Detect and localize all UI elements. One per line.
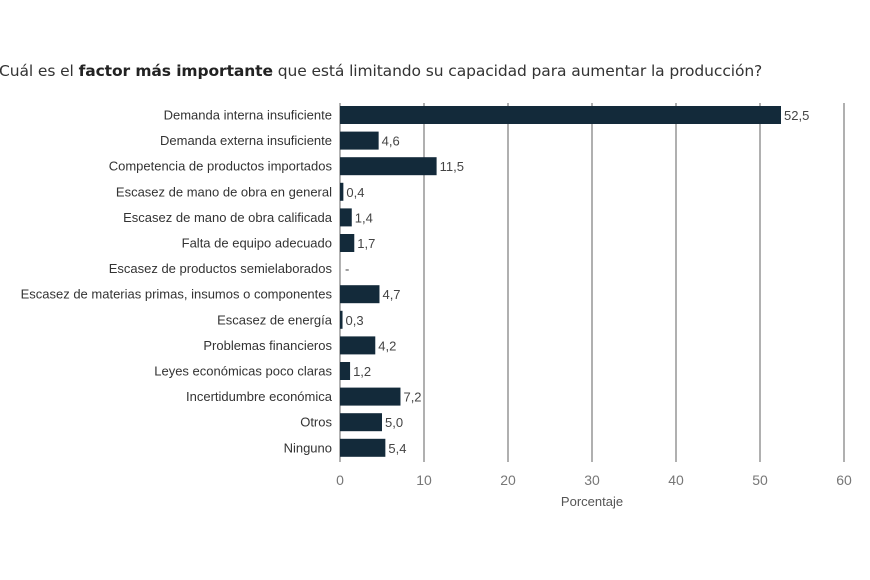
data-label: 4,7 [382, 287, 400, 302]
category-label: Otros [300, 415, 332, 430]
category-label: Escasez de energía [217, 312, 333, 327]
data-label: 1,4 [355, 210, 373, 225]
bar [340, 310, 343, 329]
data-label: 52,5 [784, 108, 809, 123]
bar [340, 362, 351, 380]
x-tick-label: 0 [336, 472, 344, 488]
data-label: 1,2 [353, 364, 371, 379]
x-tick-label: 40 [668, 472, 684, 488]
category-label: Problemas financieros [203, 338, 332, 353]
bar [340, 157, 437, 176]
bar [340, 285, 380, 304]
category-label: Ninguno [284, 440, 332, 455]
x-tick-label: 30 [584, 472, 600, 488]
title-pre: Cuál es el [0, 62, 79, 80]
category-label: Leyes económicas poco claras [154, 364, 332, 379]
category-label: Demanda interna insuficiente [164, 108, 332, 123]
x-tick-label: 60 [836, 472, 852, 488]
bar [340, 106, 781, 124]
bar [340, 234, 355, 252]
data-label: 11,5 [440, 159, 464, 174]
bar [340, 387, 401, 406]
title-bold: factor más importante [78, 62, 273, 80]
x-tick-label: 20 [500, 472, 516, 488]
category-label: Falta de equipo adecuado [182, 236, 332, 251]
data-label: 4,6 [382, 134, 400, 149]
category-label: Incertidumbre económica [186, 389, 333, 404]
category-label: Escasez de mano de obra en general [116, 184, 332, 199]
data-label: 4,2 [378, 338, 396, 353]
x-tick-label: 50 [752, 472, 768, 488]
title-post: que está limitando su capacidad para aum… [272, 62, 763, 80]
chart-title: Cuál es el factor más importante que est… [0, 62, 762, 80]
bar [340, 208, 352, 227]
bar [340, 336, 376, 355]
category-label: Escasez de materias primas, insumos o co… [21, 287, 333, 302]
data-label: 5,0 [385, 415, 403, 430]
category-label: Competencia de productos importados [109, 159, 333, 174]
data-label: 5,4 [388, 441, 406, 456]
category-label: Escasez de productos semielaborados [109, 261, 333, 276]
bar [340, 182, 344, 201]
x-axis-label: Porcentaje [561, 494, 623, 509]
bar [340, 131, 379, 150]
data-label: 1,7 [357, 236, 375, 251]
data-label: - [345, 262, 349, 277]
category-label: Demanda externa insuficiente [160, 133, 332, 148]
data-label: 0,4 [346, 185, 364, 200]
category-label: Escasez de mano de obra calificada [123, 210, 333, 225]
x-tick-label: 10 [416, 472, 432, 488]
bar [340, 413, 382, 432]
bar [340, 438, 386, 457]
data-label: 0,3 [346, 313, 364, 328]
data-label: 7,2 [403, 390, 421, 405]
